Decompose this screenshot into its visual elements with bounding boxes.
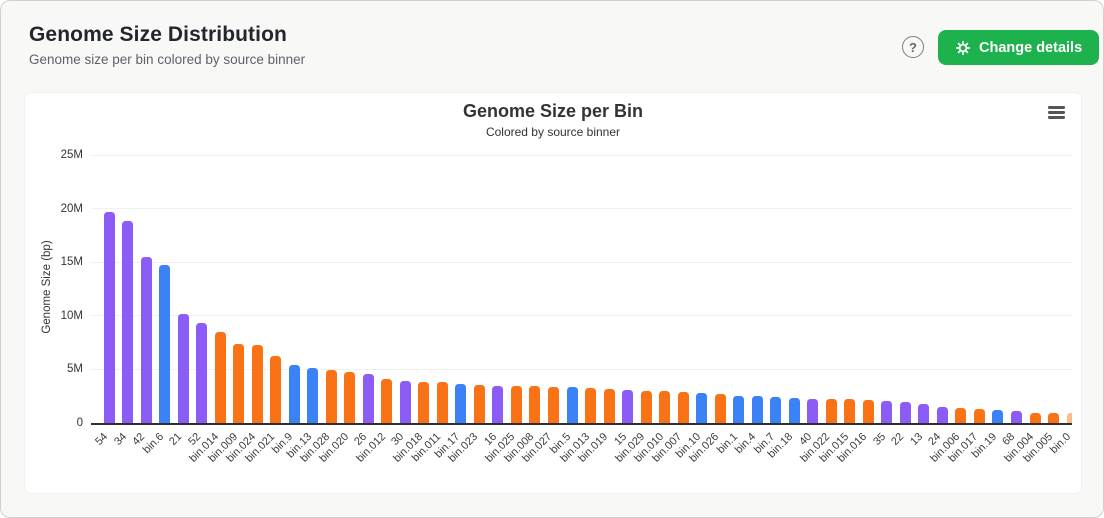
bar-34[interactable]: [122, 221, 134, 423]
question-mark-glyph: ?: [909, 39, 917, 55]
bar-bin.028[interactable]: [325, 370, 337, 423]
bar-68[interactable]: [1010, 411, 1022, 423]
chart-menu-hamburger-icon[interactable]: [1048, 106, 1065, 121]
bar-bin.13[interactable]: [307, 367, 319, 423]
bar-26[interactable]: [362, 373, 374, 423]
bar-bin.19[interactable]: [992, 410, 1004, 423]
chart-subtitle: Colored by source binner: [485, 125, 621, 139]
y-tick-label-25M: 25M: [60, 149, 83, 161]
y-tick-label-0: 0: [76, 416, 83, 429]
gridline-5M: [91, 368, 1072, 370]
bar-bin.17[interactable]: [455, 384, 467, 423]
bar-bin.6[interactable]: [159, 264, 171, 423]
bar-24[interactable]: [936, 406, 948, 423]
bar-bin.025[interactable]: [510, 386, 522, 423]
bar-30[interactable]: [399, 380, 411, 423]
bar-bin.015[interactable]: [844, 399, 856, 423]
bar-bin.1[interactable]: [733, 395, 745, 423]
help-icon[interactable]: ?: [902, 36, 924, 58]
bar-bin.020[interactable]: [344, 371, 356, 423]
gridline-25M: [91, 154, 1072, 156]
bar-bin.019[interactable]: [603, 389, 615, 423]
bar-bin.012[interactable]: [381, 378, 393, 423]
bar-bin.029[interactable]: [640, 390, 652, 423]
bar-bin.018[interactable]: [418, 381, 430, 423]
bar-bin.5[interactable]: [566, 387, 578, 423]
bar-bin.014[interactable]: [214, 332, 226, 423]
bar-52[interactable]: [196, 322, 208, 423]
bar-15[interactable]: [622, 390, 634, 423]
bar-bin.013[interactable]: [585, 387, 597, 423]
change-details-button[interactable]: Change details: [938, 30, 1100, 65]
y-tick-label-20M: 20M: [60, 202, 83, 215]
bar-22[interactable]: [899, 402, 911, 423]
bar-bin.005[interactable]: [1048, 412, 1060, 423]
bar-bin.0[interactable]: [1066, 413, 1072, 423]
gear-icon: [955, 40, 971, 56]
y-tick-label-10M: 10M: [60, 309, 83, 322]
bar-bin.7[interactable]: [770, 396, 782, 423]
bar-35[interactable]: [881, 400, 893, 423]
bar-bin.010[interactable]: [659, 390, 671, 423]
bar-bin.004[interactable]: [1029, 412, 1041, 423]
bar-bin.006[interactable]: [955, 408, 967, 423]
bar-bin.024[interactable]: [251, 344, 263, 423]
bar-bin.011[interactable]: [436, 382, 448, 423]
plot-area: [91, 151, 1072, 423]
y-tick-label-15M: 15M: [60, 256, 83, 268]
bar-21[interactable]: [177, 313, 189, 423]
change-details-label: Change details: [979, 39, 1083, 56]
bar-bin.18[interactable]: [788, 397, 800, 423]
gridline-15M: [91, 261, 1072, 263]
chart-card: Genome Size per Bin Colored by source bi…: [25, 93, 1081, 493]
bar-42[interactable]: [140, 256, 152, 423]
bar-bin.027[interactable]: [547, 386, 559, 423]
bar-bin.009[interactable]: [233, 343, 245, 423]
bar-40[interactable]: [807, 398, 819, 423]
bar-bin.016[interactable]: [862, 400, 874, 423]
bar-bin.9[interactable]: [288, 364, 300, 423]
bar-bin.023[interactable]: [473, 385, 485, 423]
page-title: Genome Size Distribution: [29, 23, 287, 46]
bar-bin.021[interactable]: [270, 356, 282, 423]
x-axis-line: [91, 423, 1072, 425]
bar-bin.007[interactable]: [677, 391, 689, 423]
bar-bin.10[interactable]: [696, 392, 708, 423]
bar-16[interactable]: [492, 385, 504, 423]
gridline-10M: [91, 315, 1072, 316]
bar-bin.022[interactable]: [825, 398, 837, 423]
y-tick-label-5M: 5M: [67, 363, 83, 375]
y-axis-title: Genome Size (bp): [41, 240, 53, 334]
chart-title: Genome Size per Bin: [462, 101, 644, 121]
bar-bin.4[interactable]: [751, 396, 763, 423]
bar-bin.026[interactable]: [714, 394, 726, 423]
gridline-20M: [91, 208, 1072, 209]
bar-54[interactable]: [103, 212, 115, 423]
bar-13[interactable]: [918, 404, 930, 423]
page-subtitle: Genome size per bin colored by source bi…: [29, 52, 306, 67]
bar-bin.017[interactable]: [973, 409, 985, 423]
bar-bin.008[interactable]: [529, 386, 541, 423]
